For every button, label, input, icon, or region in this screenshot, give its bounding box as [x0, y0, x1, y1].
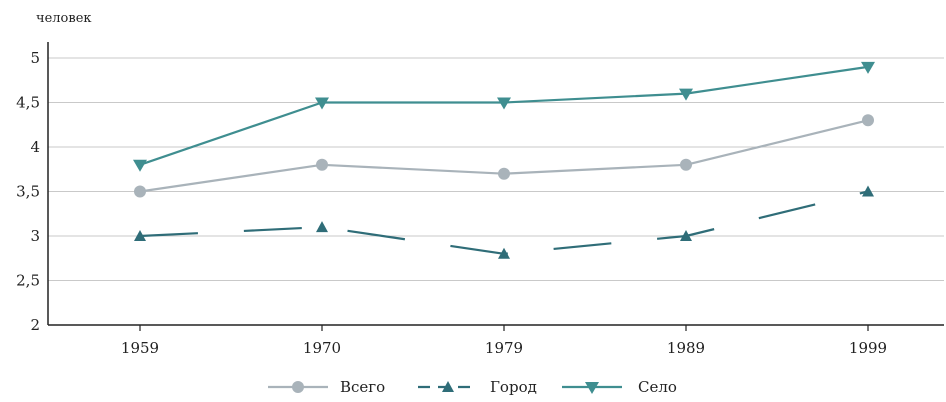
- x-tick-label: 1959: [121, 339, 159, 357]
- legend-item: Село: [562, 378, 677, 396]
- y-tick-label: 3: [30, 227, 40, 245]
- data-point: [862, 185, 874, 197]
- x-tick-label: 1999: [849, 339, 887, 357]
- data-point: [861, 61, 875, 74]
- data-point: [316, 158, 328, 171]
- x-tick-label: 1979: [485, 339, 523, 357]
- y-tick-label: 3,5: [16, 183, 40, 201]
- data-point: [498, 167, 510, 180]
- y-tick-label: 4: [30, 138, 40, 156]
- tick-labels: 2 2,5 3 3,5 4 4,5 5 1959 1970 1979 1989 1999: [16, 49, 887, 357]
- legend-marker: [442, 381, 454, 392]
- legend-label: Всего: [340, 378, 385, 396]
- data-point: [680, 158, 692, 171]
- legend-label: Село: [638, 378, 677, 396]
- x-tick-label: 1989: [667, 339, 705, 357]
- data-point: [316, 221, 328, 233]
- series-line: [139, 190, 869, 255]
- data-point: [679, 88, 693, 101]
- series-line: [139, 119, 869, 193]
- legend-item: Город: [418, 378, 537, 396]
- legend-label: Город: [490, 378, 537, 396]
- data-point: [497, 97, 511, 110]
- legend-marker: [585, 382, 599, 394]
- y-tick-label: 5: [30, 49, 40, 67]
- x-tick-label: 1970: [303, 339, 341, 357]
- series-line: [139, 65, 869, 166]
- series-lines: [139, 65, 869, 255]
- data-point: [134, 230, 146, 241]
- gridlines: [48, 57, 944, 281]
- data-point: [133, 159, 147, 172]
- y-tick-label: 2,5: [16, 272, 40, 290]
- axes: [47, 42, 944, 331]
- series-markers: [133, 61, 875, 259]
- data-point: [134, 185, 146, 198]
- data-point: [862, 114, 874, 127]
- legend-item: Всего: [268, 378, 385, 396]
- y-tick-label: 4,5: [16, 94, 40, 112]
- y-axis-title: человек: [36, 11, 92, 26]
- y-tick-label: 2: [30, 316, 40, 334]
- legend-marker: [292, 381, 304, 393]
- data-point: [315, 97, 329, 110]
- legend: Всего Город Село: [268, 378, 677, 396]
- data-point: [680, 230, 692, 241]
- data-point: [498, 247, 510, 259]
